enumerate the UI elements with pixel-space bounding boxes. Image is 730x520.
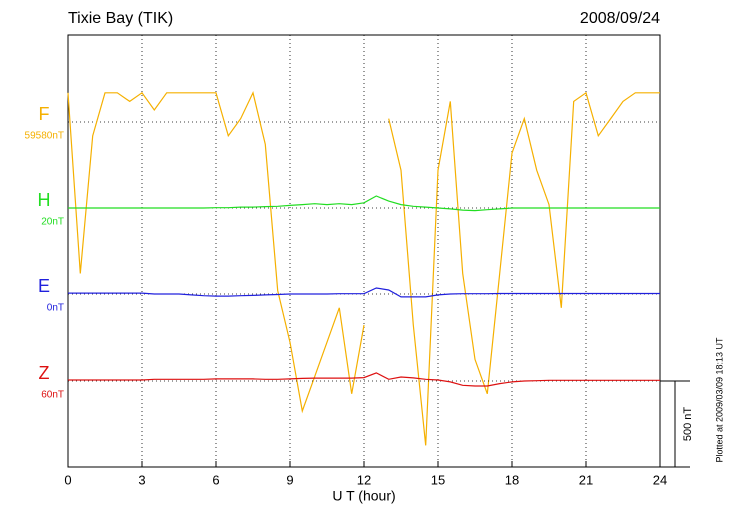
series-line: [68, 195, 660, 212]
footnote: Plotted at 2009/03/09 18:13 UT: [714, 337, 724, 463]
series-name: E: [38, 276, 50, 296]
x-tick-label: 15: [431, 472, 445, 487]
x-tick-label: 3: [138, 472, 145, 487]
x-tick-label: 18: [505, 472, 519, 487]
x-tick-label: 6: [212, 472, 219, 487]
x-tick-label: 24: [653, 472, 667, 487]
chart-title: Tixie Bay (TIK): [68, 10, 173, 27]
series-name: Z: [39, 363, 50, 383]
baseline-label: 0nT: [47, 303, 64, 314]
scale-bar-label: 500 nT: [682, 407, 694, 442]
series-line: [68, 372, 660, 387]
date: 2008/09/24: [580, 10, 660, 27]
x-tick-label: 0: [64, 472, 71, 487]
x-tick-label: 21: [579, 472, 593, 487]
baseline-label: 20nT: [41, 217, 64, 228]
series-line: [68, 287, 660, 298]
baseline-label: 60nT: [41, 390, 64, 401]
baseline-label: 59580nT: [25, 131, 64, 142]
series-line: [67, 91, 660, 446]
x-axis-label: U T (hour): [332, 488, 395, 504]
series-name: H: [38, 190, 51, 210]
x-tick-label: 12: [357, 472, 371, 487]
x-tick-label: 9: [286, 472, 293, 487]
series-name: F: [39, 104, 50, 124]
